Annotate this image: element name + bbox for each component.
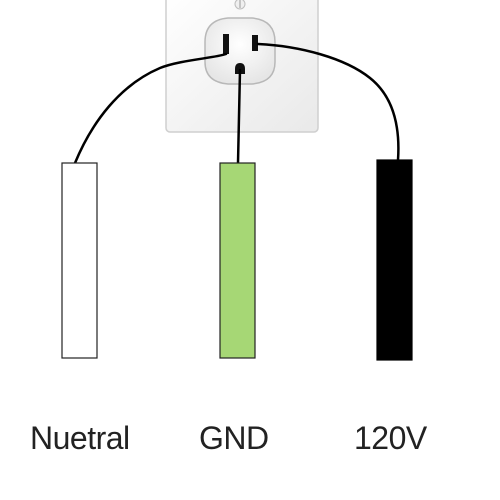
- hot-slot: [252, 35, 258, 51]
- hot-wire-block: [376, 159, 413, 361]
- neutral-wire-block: [61, 162, 98, 359]
- hot-lead: [256, 42, 400, 162]
- ground-label: GND: [199, 420, 269, 456]
- outlet: [165, 0, 319, 133]
- neutral-slot: [223, 34, 229, 54]
- ground-hole: [235, 63, 245, 74]
- neutral-lead: [73, 52, 228, 165]
- ground-lead: [236, 68, 242, 165]
- receptacle-face: [204, 17, 276, 85]
- hot-label: 120V: [354, 420, 427, 456]
- lead-wires: [73, 42, 400, 165]
- ground-wire-block: [219, 162, 256, 359]
- neutral-label: Nuetral: [30, 420, 130, 456]
